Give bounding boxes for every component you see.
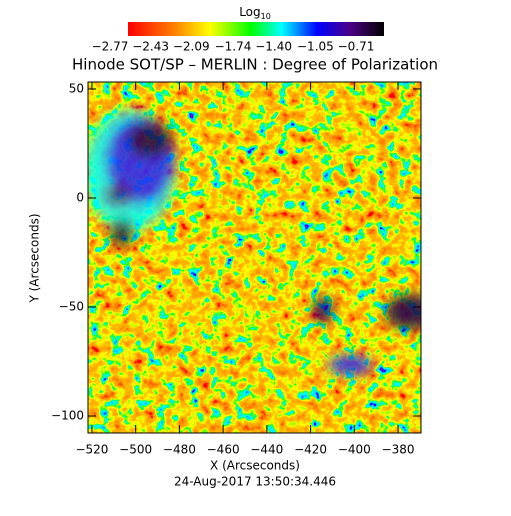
x-tick-label: −500 [119, 443, 152, 457]
chart-title: Hinode SOT/SP – MERLIN : Degree of Polar… [72, 56, 438, 74]
x-tick-label: −440 [250, 443, 283, 457]
x-tick-label: −520 [75, 443, 108, 457]
colorbar [128, 22, 384, 36]
colorbar-title-sub: 10 [261, 12, 271, 21]
y-axis-label: Y (Arcseconds) [28, 213, 42, 303]
x-axis-label: X (Arcseconds) [210, 459, 300, 473]
colorbar-tick-label: −0.71 [338, 40, 375, 54]
y-tick-label: 50 [69, 81, 84, 95]
y-tick-label: 0 [76, 190, 84, 204]
x-tick-label: −380 [382, 443, 415, 457]
colorbar-tick-label: −1.74 [215, 40, 252, 54]
x-tick-label: −400 [338, 443, 371, 457]
y-tick-label: −100 [51, 408, 84, 422]
y-tick-label: −50 [59, 299, 84, 313]
plot-frame [87, 81, 422, 434]
colorbar-title: Log10 [239, 5, 271, 21]
colorbar-title-main: Log [239, 5, 260, 19]
timestamp: 24-Aug-2017 13:50:34.446 [174, 475, 336, 489]
x-tick-label: −460 [207, 443, 240, 457]
x-tick-label: −480 [163, 443, 196, 457]
colorbar-tick-label: −2.09 [173, 40, 210, 54]
polarization-image [88, 82, 421, 433]
colorbar-tick-label: −1.40 [255, 40, 292, 54]
colorbar-tick-label: −1.05 [297, 40, 334, 54]
colorbar-tick-label: −2.43 [132, 40, 169, 54]
colorbar-tick-label: −2.77 [92, 40, 129, 54]
x-tick-label: −420 [294, 443, 327, 457]
